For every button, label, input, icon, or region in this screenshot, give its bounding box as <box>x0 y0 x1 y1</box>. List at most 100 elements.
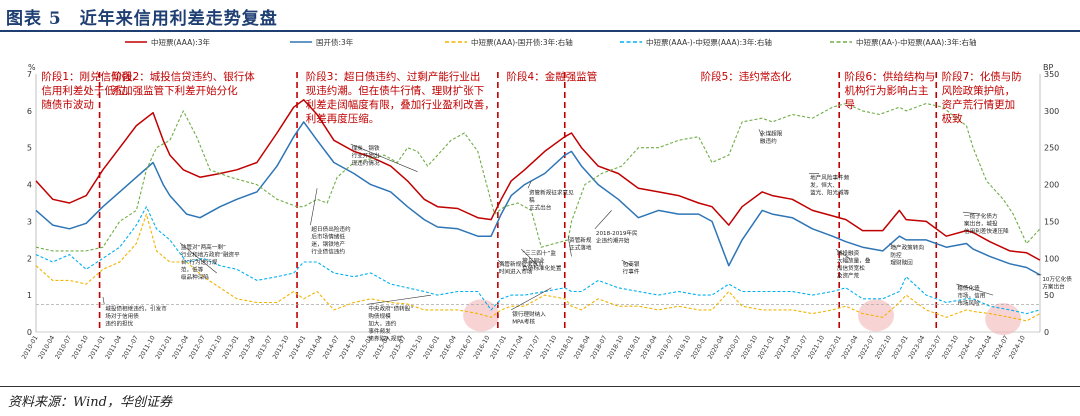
annotation-text: 加信贷宽松 <box>837 264 865 272</box>
annotation-text: 资管新规 <box>569 236 592 244</box>
annotation-text: 场对于信用债 <box>105 312 139 320</box>
series-line <box>35 99 1041 261</box>
stage-label-line: 阶段1：刚兑信仰强, <box>41 70 135 83</box>
stage-label-line: 阶段5：违约常态化 <box>701 70 792 83</box>
annotation-text: 监管对“两高一剩” <box>181 243 226 251</box>
annotation-text: 发，恒大、 <box>810 181 838 189</box>
annotation-leader <box>527 180 532 189</box>
annotation-text: 银行理财纳入 <box>512 310 546 318</box>
annotation-leader <box>511 287 552 311</box>
annotation-leader <box>350 143 418 172</box>
stage-label-line: 现违约潮。但在债牛行情、理财扩张下 <box>306 84 485 97</box>
stage-label-line: 阶段4：金融强监管 <box>507 70 598 83</box>
stage-labels: 阶段1：刚兑信仰强,信用利差处于低位,随债市波动 阶段2：城投信贷违约、银行体系加… <box>41 70 1021 125</box>
y-left-tick-label: 3 <box>27 217 32 226</box>
annotation-text: 资管新规征求意见 <box>499 260 544 268</box>
annotation-text: 及资产荒 <box>837 272 860 280</box>
annotation-text: 案出台，城投 <box>964 220 998 228</box>
y-left-tick-label: 5 <box>27 144 32 153</box>
annotation-text: 行事件 <box>623 268 640 276</box>
legend-label: 中短票(AAA)-国开债:3年:右轴 <box>471 37 573 47</box>
legend-label: 国开债:3年 <box>316 37 354 47</box>
annotation-text: 一揽子化债方 <box>964 212 998 220</box>
annotation-text: 理财赎回 <box>890 259 913 267</box>
annotation-text: 企违约潮开始 <box>596 236 630 244</box>
right-axis-unit: BP <box>1043 63 1053 72</box>
y-right-tick-label: 350 <box>1044 70 1059 79</box>
stage-dividers <box>36 72 1040 332</box>
annotation-text: 行业开始出 <box>352 152 380 160</box>
annotation-leader <box>594 210 612 230</box>
annotation-text: 违约的担忧 <box>105 319 133 327</box>
annotation-text: 煤炭、钢铁 <box>352 144 380 152</box>
y-right-tick-label: 100 <box>1044 254 1059 263</box>
annotation-text: 债券陷入规范 <box>368 334 402 342</box>
annotation-text: 行业和地方政府“融资平 <box>181 250 240 258</box>
annotation-leader <box>102 296 105 305</box>
annotation-text: 范，低等 <box>181 265 204 273</box>
y-right-tick-label: 150 <box>1044 217 1059 226</box>
annotation-leader <box>889 243 897 248</box>
annotation-text: 市场，信用 <box>957 292 985 300</box>
annotation-leader <box>621 259 632 266</box>
stage-label-line: 利差再度压缩。 <box>306 112 380 125</box>
left-axis-unit: % <box>28 63 36 72</box>
annotation-text: 城投融资 <box>837 249 860 257</box>
annotation-text: 正式落地 <box>569 244 592 252</box>
y-right-tick-label: 300 <box>1044 107 1059 116</box>
stage-label-line: 极致 <box>942 112 963 125</box>
annotation-text: 中央政府“债转股” <box>368 304 413 312</box>
stage-label-line: 阶段6：供给结构与 <box>845 70 936 83</box>
y-left-tick-label: 1 <box>27 291 32 300</box>
y-left-axis: 0 1 2 3 4 5 6 7 <box>27 70 37 337</box>
annotation-text: 包商银 <box>623 260 640 268</box>
annotation-text: MPA考核 <box>512 317 535 325</box>
source-divider <box>0 386 1080 387</box>
y-right-axis: 0 50 100 150 200 250 300 350 <box>1039 70 1059 337</box>
stage-label-line: 阶段7：化债与防 <box>942 70 1022 83</box>
stage-label-line: 利差走阔幅度有限，叠加行业盈利改善， <box>306 98 495 111</box>
stage-label-line: 阶段3：超日债违约、过剩产能行业出 <box>306 70 481 83</box>
y-left-tick-label: 2 <box>27 254 32 263</box>
annotation-text: 时间进入市场 <box>499 268 533 276</box>
annotation-leader <box>179 242 217 274</box>
highlight-circle <box>463 299 500 332</box>
annotation-text: 台”行为进行规 <box>181 258 218 266</box>
legend-label: 中短票(AA-)-中短票(AAA):3年:右轴 <box>856 37 977 47</box>
annotation-text: 行业债信违约 <box>311 248 345 256</box>
y-right-tick-label: 50 <box>1044 291 1054 300</box>
annotation-text: 市场风险 <box>957 299 980 307</box>
plot-lines <box>35 99 1041 322</box>
y-right-tick-label: 200 <box>1044 181 1059 190</box>
annotation-text: “三三四十”监 <box>522 249 556 257</box>
annotation-text: 级品种深陷 <box>181 273 209 281</box>
annotation-text: 资管新规征求意见 <box>529 188 574 196</box>
annotation-text: 管与同业 <box>522 257 545 265</box>
annotation-leader <box>567 236 572 257</box>
legend: 中短票(AAA):3年 国开债:3年 中短票(AAA)-国开债:3年:右轴 中短票(A… <box>125 37 977 47</box>
annotation-text: 正式出台 <box>529 203 552 211</box>
annotation-leader <box>521 248 539 266</box>
annotation-text: 10万亿化债 <box>1042 275 1072 283</box>
page-title: 图表 5 近年来信用利差走势复盘 <box>6 9 278 29</box>
series-line <box>35 102 1041 252</box>
annotation-text: 信用利差快速压降 <box>964 227 1009 235</box>
annotation-leader <box>758 129 763 137</box>
annotation-text: 购债规模 <box>368 312 391 320</box>
annotation-text: 防控 <box>890 251 902 259</box>
highlight-circle <box>858 299 895 332</box>
y-right-tick-label: 0 <box>1044 328 1049 337</box>
legend-label: 中短票(AAA-)-中短票(AAA):3年:右轴 <box>646 37 772 47</box>
y-left-tick-label: 4 <box>27 181 32 190</box>
annotation-text: 稿 <box>529 196 535 204</box>
series-line <box>35 121 1041 276</box>
annotation-leader <box>310 188 318 226</box>
x-tick-label: 2024-10 <box>1008 335 1027 361</box>
stage-label-line: 机构行为影响占主 <box>845 84 929 97</box>
y-left-tick-label: 7 <box>27 70 32 79</box>
annotation-text: 地产风险事件频 <box>810 174 850 182</box>
y-left-tick-label: 6 <box>27 107 32 116</box>
title-bar <box>0 0 1080 32</box>
annotation-text: 方案出台 <box>1042 282 1065 290</box>
